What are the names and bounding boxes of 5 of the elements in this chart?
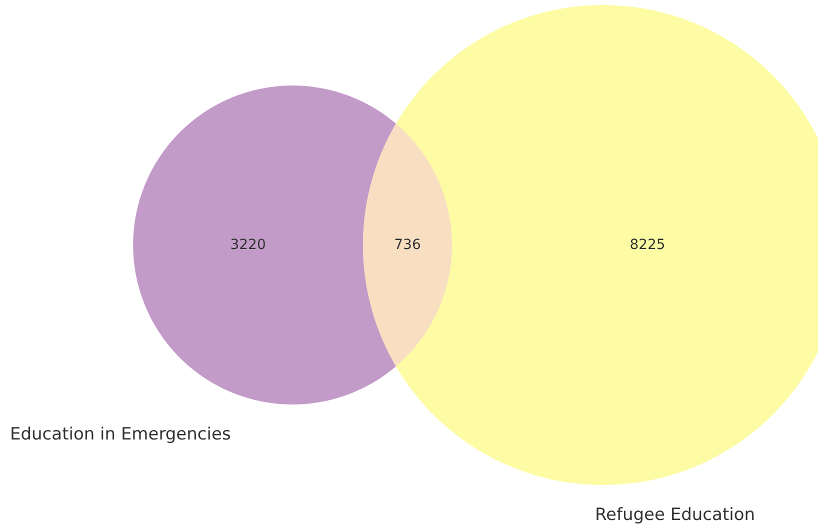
category-label: Education in Emergencies: [10, 424, 231, 444]
data-label: 736: [394, 237, 421, 253]
data-label: 8225: [630, 237, 666, 253]
category-label: Refugee Education: [595, 505, 756, 525]
data-label: 3220: [230, 237, 266, 253]
